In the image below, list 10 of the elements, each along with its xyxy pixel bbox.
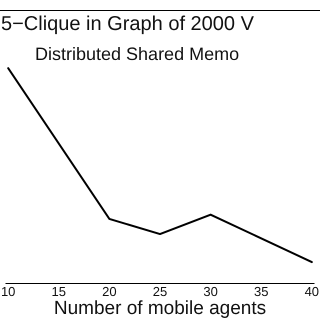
x-tick-label: 20 [102,284,117,299]
x-tick-label: 30 [203,284,218,299]
x-tick-label: 15 [52,284,66,299]
x-axis-title: Number of mobile agents [54,298,266,319]
x-tick-label: 25 [152,284,168,299]
x-tick-label: 40 [304,284,320,299]
x-tick-label: 35 [254,284,268,299]
x-tick-label: 10 [0,284,16,299]
chart-subtitle: Distributed Shared Memo [35,44,240,64]
chart-title: 5−Clique in Graph of 2000 V [1,13,255,35]
